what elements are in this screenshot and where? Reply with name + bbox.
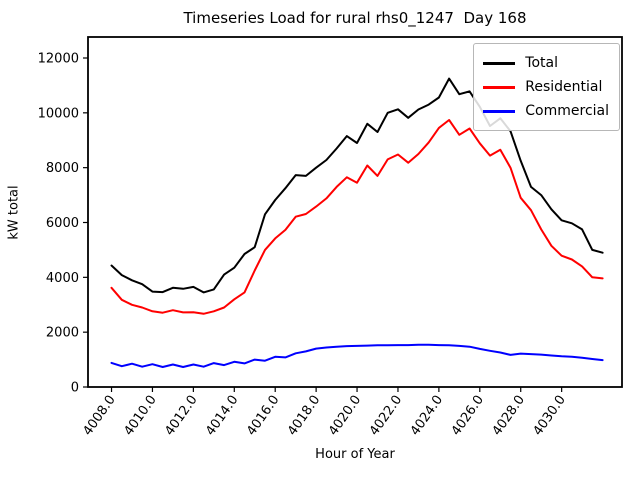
axes-frame	[87, 36, 623, 388]
x-tick-label: 4010.0	[121, 393, 159, 439]
legend-item-commercial: Commercial	[483, 99, 609, 123]
data-series	[110, 77, 604, 368]
x-tick-label: 4028.0	[490, 393, 528, 439]
line-residential	[110, 119, 604, 315]
x-tick-label: 4020.0	[326, 393, 364, 439]
x-tick-label: 4026.0	[449, 393, 487, 439]
legend-label-commercial: Commercial	[525, 103, 609, 119]
y-tick-label: 2000	[46, 326, 79, 341]
x-tick-label: 4008.0	[80, 393, 118, 439]
x-tick-label: 4022.0	[367, 393, 405, 439]
line-commercial	[110, 343, 604, 368]
x-tick-label: 4012.0	[162, 393, 200, 439]
chart-title: Timeseries Load for rural rhs0_1247 Day …	[183, 9, 527, 27]
legend-item-residential: Residential	[483, 75, 609, 99]
legend-label-residential: Residential	[525, 79, 603, 95]
commercial-line-swatch	[483, 109, 516, 113]
x-tick-label: 4014.0	[203, 393, 241, 439]
x-tick-label: 4016.0	[244, 393, 282, 439]
x-axis-label: Hour of Year	[315, 447, 395, 462]
total-line-swatch	[483, 61, 516, 65]
legend-label-total: Total	[525, 55, 558, 71]
y-tick-label: 4000	[46, 271, 79, 286]
y-tick-label: 12000	[38, 52, 79, 67]
legend: Total Residential Commercial	[473, 43, 620, 131]
legend-item-total: Total	[483, 51, 609, 75]
y-tick-label: 8000	[46, 161, 79, 176]
line-total	[110, 77, 604, 294]
x-tick-label: 4024.0	[408, 393, 446, 439]
y-tick-label: 10000	[38, 106, 79, 121]
y-tick-label: 6000	[46, 216, 79, 231]
y-tick-label: 0	[71, 381, 79, 396]
x-tick-label: 4030.0	[531, 393, 569, 439]
x-tick-label: 4018.0	[285, 393, 323, 439]
residential-line-swatch	[483, 85, 516, 89]
